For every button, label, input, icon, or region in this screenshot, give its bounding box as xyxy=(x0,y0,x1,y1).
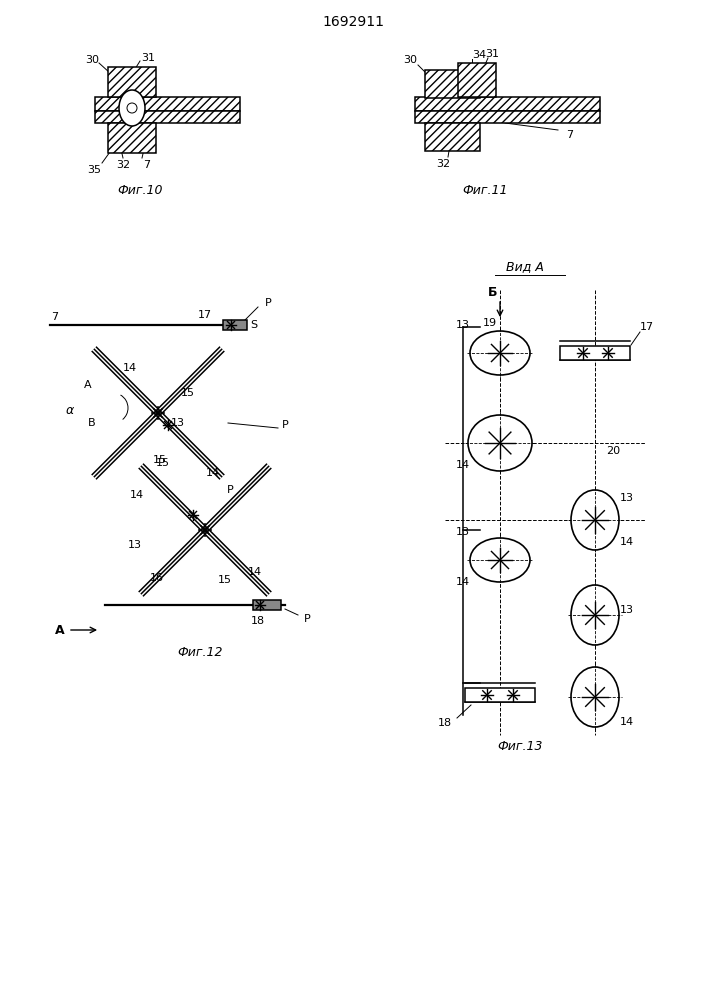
Bar xyxy=(465,688,535,702)
Text: 14: 14 xyxy=(130,490,144,500)
Bar xyxy=(95,97,240,111)
Ellipse shape xyxy=(468,415,532,471)
Text: 18: 18 xyxy=(438,718,452,728)
Text: 14: 14 xyxy=(620,717,634,727)
Ellipse shape xyxy=(470,538,530,582)
Ellipse shape xyxy=(470,331,530,375)
Text: P: P xyxy=(264,298,271,308)
Text: A: A xyxy=(84,380,92,390)
Text: 15: 15 xyxy=(218,575,232,585)
Text: 14: 14 xyxy=(620,537,634,547)
Text: 13: 13 xyxy=(171,418,185,428)
Text: 32: 32 xyxy=(116,160,130,170)
Text: 13: 13 xyxy=(456,320,470,330)
Text: 19: 19 xyxy=(483,318,497,328)
Text: 17: 17 xyxy=(198,310,212,320)
Bar xyxy=(223,320,247,330)
Bar xyxy=(108,123,156,153)
Bar xyxy=(253,600,281,610)
Bar xyxy=(95,111,240,123)
Bar xyxy=(560,346,630,360)
Text: 13: 13 xyxy=(620,605,634,615)
Text: 14: 14 xyxy=(206,468,220,478)
Text: α: α xyxy=(66,403,74,416)
Text: 35: 35 xyxy=(87,165,101,175)
Text: Б: Б xyxy=(489,286,498,300)
Text: 14: 14 xyxy=(456,577,470,587)
Text: 15: 15 xyxy=(181,388,195,398)
Text: 14: 14 xyxy=(123,363,137,373)
Bar xyxy=(425,70,480,98)
Text: Вид A: Вид A xyxy=(506,260,544,273)
Bar xyxy=(415,97,600,111)
Text: 31: 31 xyxy=(485,49,499,59)
Text: 14: 14 xyxy=(456,460,470,470)
Bar xyxy=(458,63,496,97)
Text: 13: 13 xyxy=(128,540,142,550)
Text: 13: 13 xyxy=(620,493,634,503)
Ellipse shape xyxy=(571,585,619,645)
Bar xyxy=(415,111,600,123)
Text: 7: 7 xyxy=(144,160,151,170)
Ellipse shape xyxy=(571,490,619,550)
Text: P: P xyxy=(227,485,233,495)
Text: 18: 18 xyxy=(251,616,265,626)
Text: Фиг.10: Фиг.10 xyxy=(117,184,163,196)
Text: Фиг.13: Фиг.13 xyxy=(497,740,543,754)
Text: P: P xyxy=(303,614,310,624)
Text: 30: 30 xyxy=(85,55,99,65)
Text: 32: 32 xyxy=(436,159,450,169)
Ellipse shape xyxy=(119,90,145,126)
Text: 16: 16 xyxy=(150,573,164,583)
Text: S: S xyxy=(250,320,257,330)
Text: Фиг.11: Фиг.11 xyxy=(462,184,508,196)
Text: B: B xyxy=(88,418,96,428)
Text: Фиг.12: Фиг.12 xyxy=(177,647,223,660)
Text: A: A xyxy=(55,624,65,637)
Bar xyxy=(108,67,156,97)
Text: 30: 30 xyxy=(403,55,417,65)
Text: P: P xyxy=(281,420,288,430)
Text: 17: 17 xyxy=(640,322,654,332)
Text: 14: 14 xyxy=(248,567,262,577)
Text: 31: 31 xyxy=(141,53,155,63)
Text: 20: 20 xyxy=(606,446,620,456)
Text: 15: 15 xyxy=(156,458,170,468)
Text: 1692911: 1692911 xyxy=(322,15,384,29)
Ellipse shape xyxy=(571,667,619,727)
Text: 34: 34 xyxy=(472,50,486,60)
Text: 7: 7 xyxy=(52,312,59,322)
Text: 15: 15 xyxy=(153,455,167,465)
Ellipse shape xyxy=(127,103,137,113)
Text: 13: 13 xyxy=(456,527,470,537)
Bar xyxy=(425,123,480,151)
Text: 7: 7 xyxy=(566,130,573,140)
